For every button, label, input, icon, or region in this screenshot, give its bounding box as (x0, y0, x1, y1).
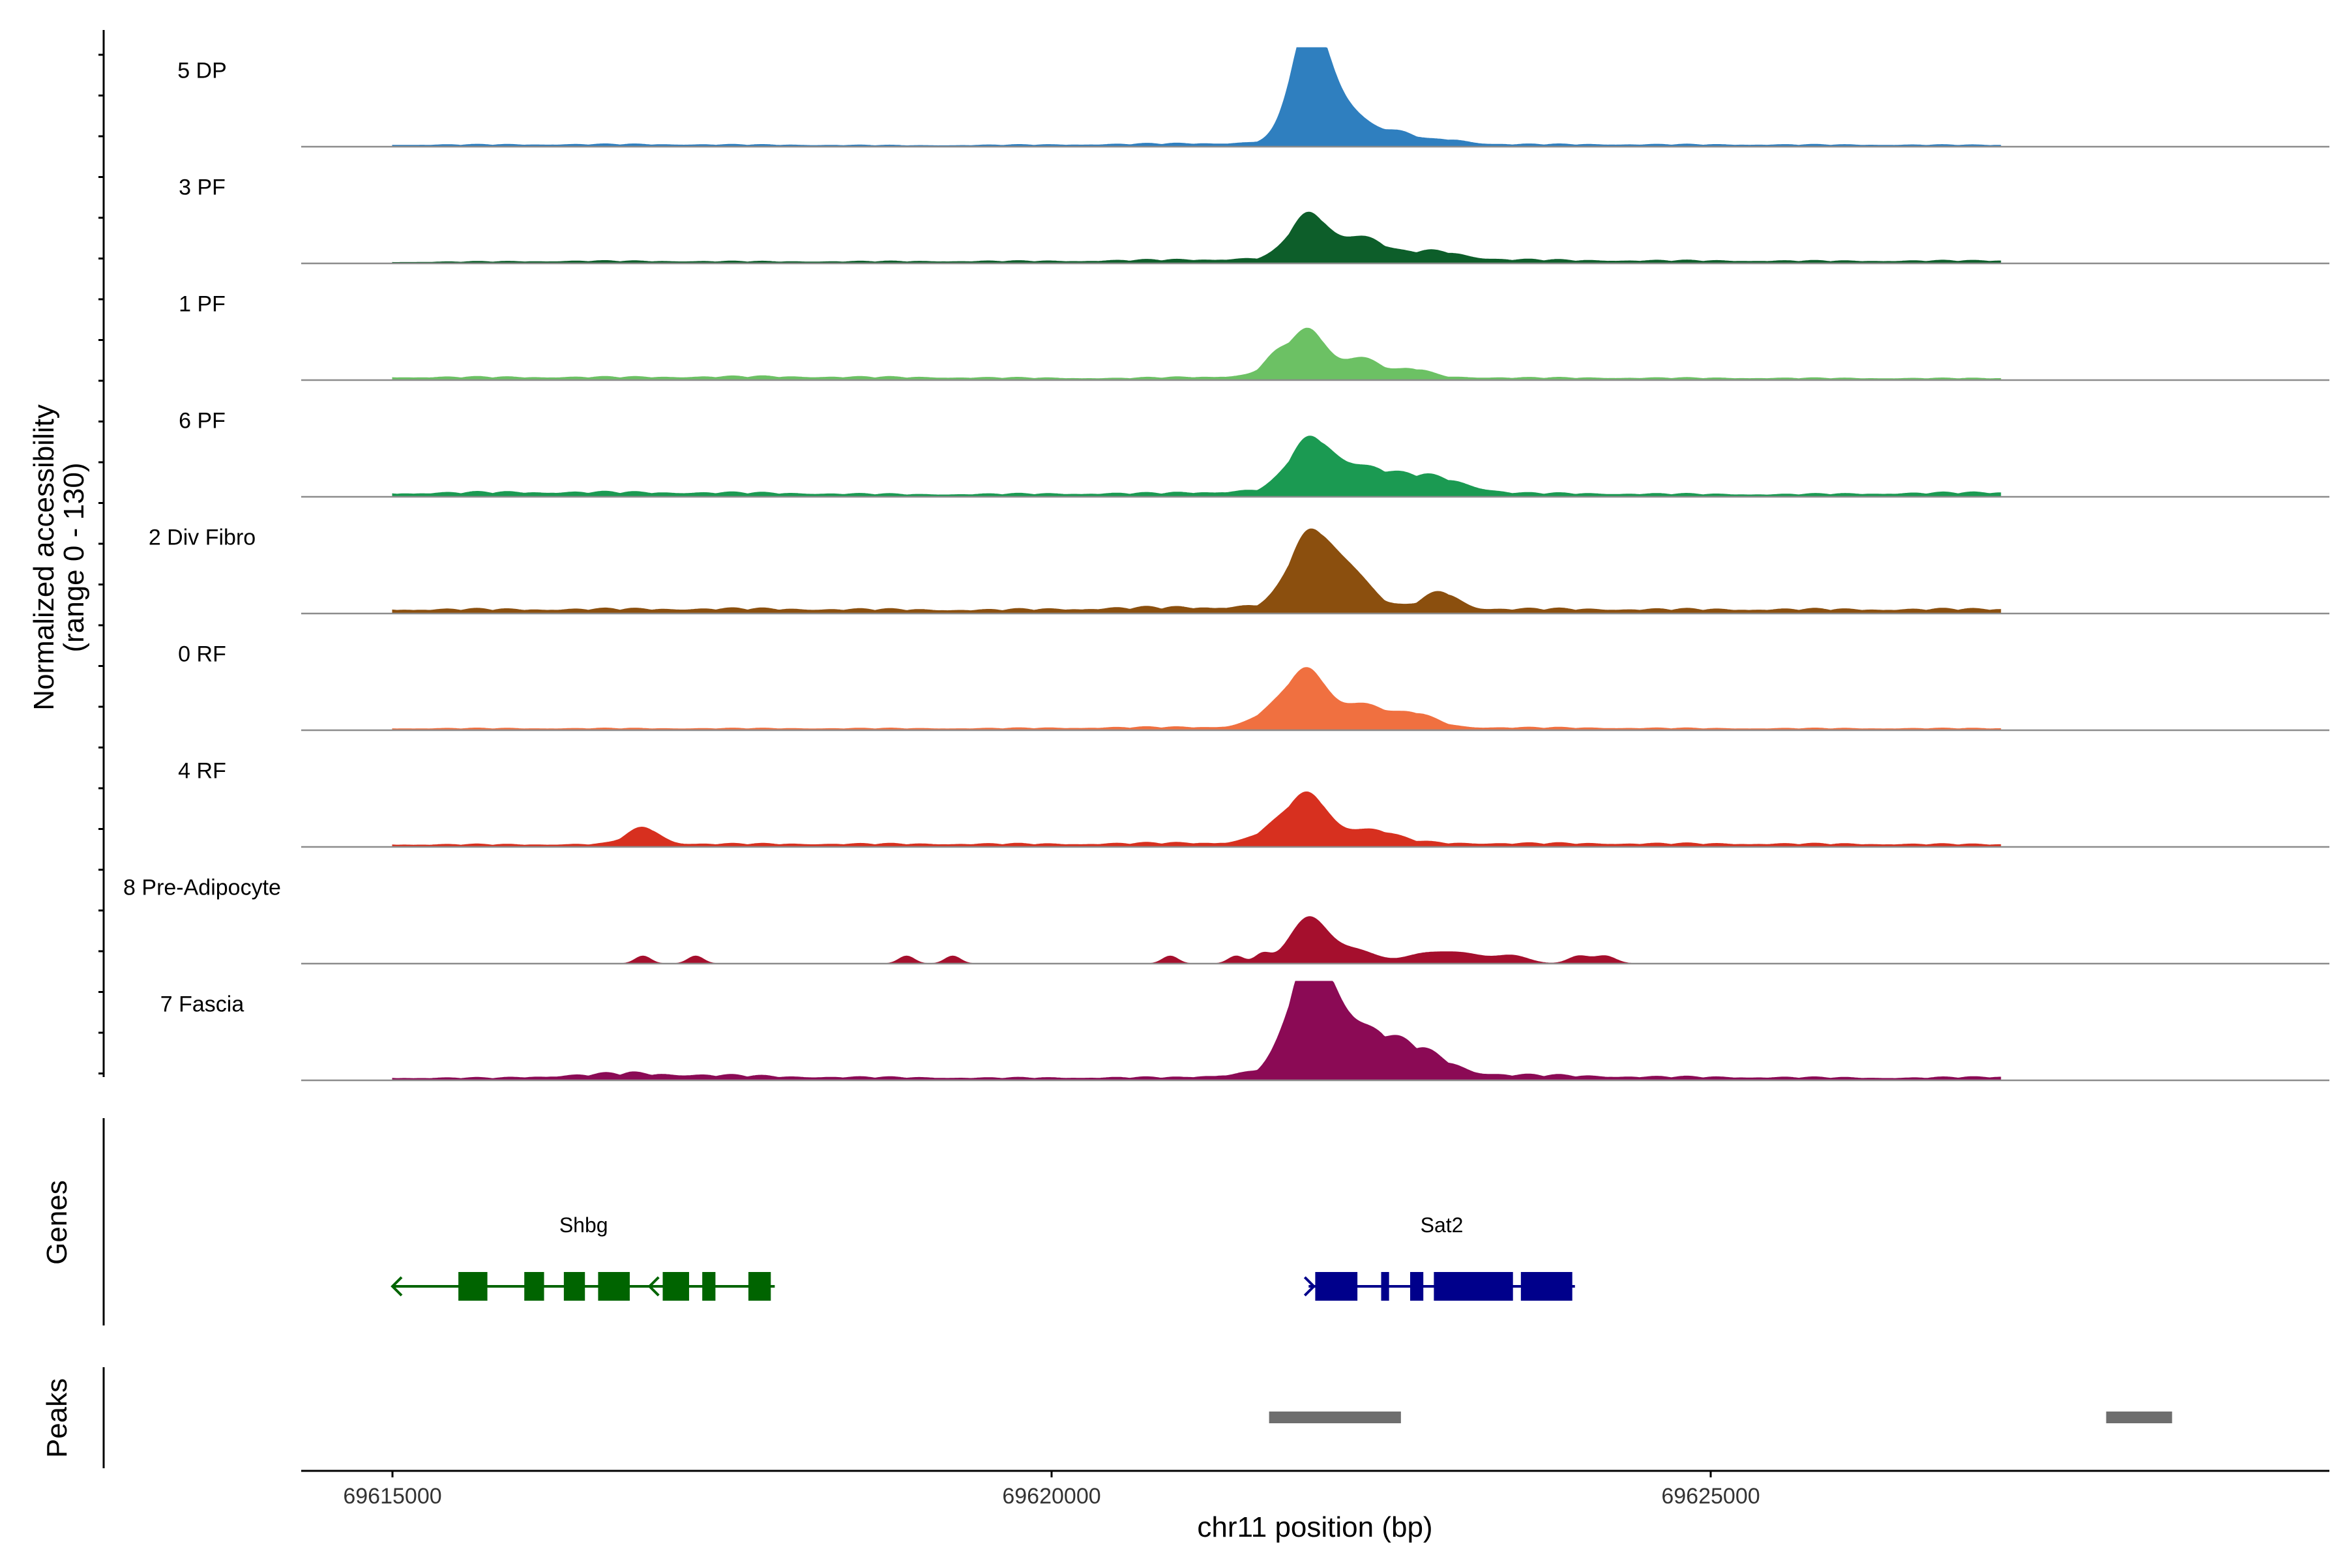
exon-0-1 (524, 1272, 544, 1301)
peak-1 (2106, 1412, 2172, 1423)
track-1: 3 PF (179, 175, 2329, 265)
gene-label-0: Shbg (559, 1213, 608, 1237)
track-3: 6 PF (179, 409, 2329, 498)
y-axis-title: Normalized accessibility (range 0 - 130) (28, 404, 90, 710)
x-axis-ticks: 69615000 69620000 69625000 (343, 1471, 1760, 1509)
track-label-3: 6 PF (179, 409, 226, 434)
axes: 69615000 69620000 69625000 (98, 30, 2329, 1509)
gene-sat2: Sat2 (1303, 1213, 1575, 1301)
coverage-area-3 (392, 436, 2001, 497)
strand-arrow-0 (391, 1276, 403, 1297)
y-axis-title-line2: (range 0 - 130) (58, 462, 90, 652)
exon-0-0 (458, 1272, 488, 1301)
genes-track: Shbg Sat2 (391, 1213, 1575, 1301)
coverage-tracks: 5 DP 3 PF 1 PF 6 PF 2 Div Fibro 0 RF 4 RF 8 Pre… (123, 47, 2329, 1082)
exon-1-4 (1520, 1272, 1572, 1301)
exon-0-4 (662, 1272, 689, 1301)
exon-1-0 (1315, 1272, 1358, 1301)
track-6: 4 RF (178, 759, 2329, 848)
track-label-2: 1 PF (179, 292, 226, 317)
track-label-6: 4 RF (178, 759, 226, 784)
exon-1-2 (1410, 1272, 1424, 1301)
genes-panel-title: Genes (41, 1180, 73, 1265)
track-8: 7 Fascia (160, 981, 2329, 1082)
track-label-0: 5 DP (177, 59, 227, 83)
track-7: 8 Pre-Adipocyte (123, 876, 2329, 965)
track-label-7: 8 Pre-Adipocyte (123, 876, 281, 900)
exon-0-3 (598, 1272, 630, 1301)
coverage-area-7 (392, 916, 2001, 964)
track-label-8: 7 Fascia (160, 992, 244, 1017)
peaks-track (1269, 1412, 2172, 1423)
exon-0-2 (563, 1272, 585, 1301)
track-5: 0 RF (178, 642, 2329, 732)
x-tick-label-2: 69625000 (1661, 1484, 1760, 1509)
exon-1-1 (1381, 1272, 1389, 1301)
x-axis-title: chr11 position (bp) (1197, 1511, 1432, 1543)
track-0: 5 DP (177, 47, 2329, 148)
coverage-area-1 (392, 211, 2001, 264)
exon-0-6 (748, 1272, 771, 1301)
peaks-panel-title: Peaks (41, 1378, 73, 1458)
coverage-area-4 (392, 528, 2001, 614)
coverage-area-5 (392, 667, 2001, 731)
gene-shbg: Shbg (391, 1213, 775, 1301)
track-4: 2 Div Fibro (149, 525, 2329, 615)
track-2: 1 PF (179, 292, 2329, 381)
gene-label-1: Sat2 (1421, 1213, 1464, 1237)
x-tick-label-1: 69620000 (1002, 1484, 1100, 1509)
exon-0-5 (702, 1272, 716, 1301)
coverage-area-6 (392, 791, 2001, 848)
coverage-area-2 (392, 327, 2001, 381)
track-label-5: 0 RF (178, 642, 226, 667)
track-label-1: 3 PF (179, 175, 226, 200)
track-label-4: 2 Div Fibro (149, 525, 256, 550)
coverage-area-8 (392, 981, 2001, 1081)
coverage-area-0 (392, 47, 2001, 147)
y-axis-ticks (98, 53, 104, 1074)
y-axis-title-line1: Normalized accessibility (28, 404, 60, 710)
peak-0 (1269, 1412, 1401, 1423)
x-tick-label-0: 69615000 (343, 1484, 441, 1509)
exon-1-3 (1434, 1272, 1513, 1301)
strand-arrow-inner-0 (647, 1276, 660, 1297)
strand-arrow-1 (1303, 1276, 1316, 1297)
